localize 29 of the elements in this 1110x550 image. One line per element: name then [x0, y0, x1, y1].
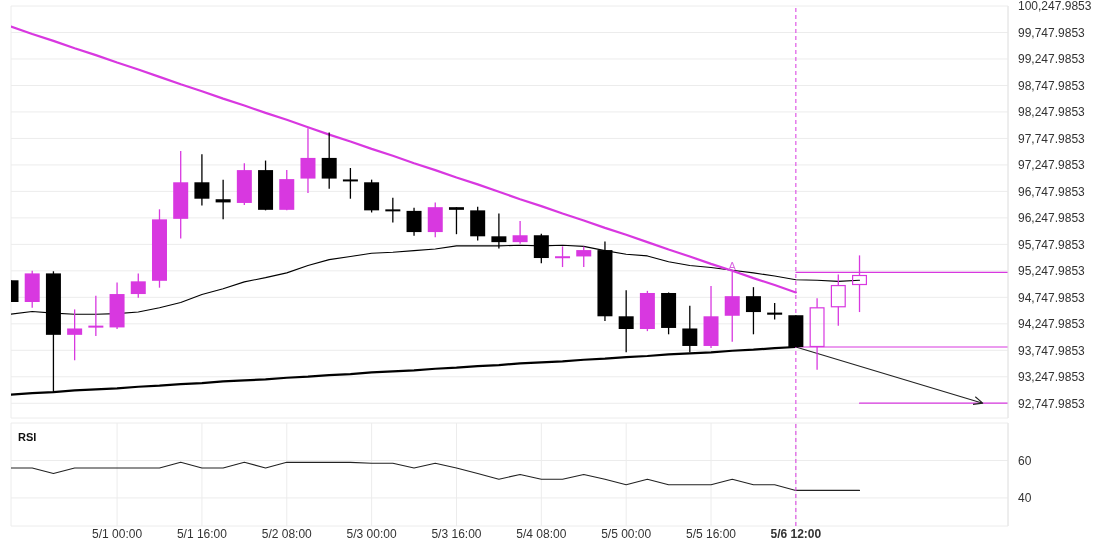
y-tick-label: 99,747.9853: [1018, 25, 1086, 40]
annotation: A: [728, 259, 737, 272]
y-tick-label: 60: [1018, 453, 1032, 468]
x-tick-label: 5/3 00:00: [346, 526, 397, 541]
x-tick-label: 5/6 12:00: [770, 526, 822, 541]
y-tick-label: 92,747.9853: [1018, 396, 1086, 411]
x-tick-label: 5/1 00:00: [92, 526, 143, 541]
y-tick-label: 98,747.9853: [1018, 78, 1086, 93]
y-tick-label: 40: [1018, 491, 1032, 506]
y-tick-label: 96,747.9853: [1018, 184, 1086, 199]
text: RSI: [18, 431, 37, 443]
y-tick-label: 95,247.9853: [1018, 264, 1086, 279]
y-tick-label: 93,247.9853: [1018, 370, 1086, 385]
x-tick-label: 5/5 00:00: [601, 526, 652, 541]
x-tick-label: 5/3 16:00: [431, 526, 482, 541]
y-tick-label: 100,247.9853: [1018, 0, 1092, 14]
x-tick-label: 5/2 08:00: [261, 526, 313, 541]
y-tick-label: 94,247.9853: [1018, 317, 1086, 332]
x-tick-label: 5/4 08:00: [516, 526, 567, 541]
y-tick-label: 98,247.9853: [1018, 105, 1086, 120]
x-tick-label: 5/5 16:00: [686, 526, 737, 541]
x-tick-label: 5/1 16:00: [176, 526, 228, 541]
y-tick-label: 97,247.9853: [1018, 158, 1086, 173]
y-tick-label: 97,747.9853: [1018, 131, 1086, 146]
y-tick-label: 96,247.9853: [1018, 211, 1086, 226]
y-tick-label: 99,247.9853: [1018, 52, 1086, 67]
y-tick-label: 93,747.9853: [1018, 343, 1086, 358]
y-tick-label: 95,747.9853: [1018, 237, 1086, 252]
y-tick-label: 94,747.9853: [1018, 290, 1086, 305]
